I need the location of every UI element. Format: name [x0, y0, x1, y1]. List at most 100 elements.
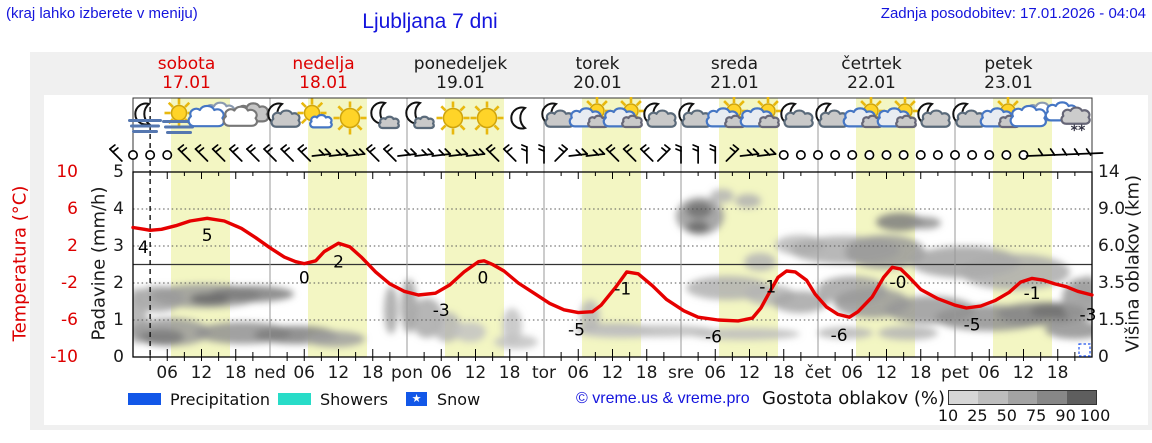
weather-icon-sun-smallcloud	[297, 98, 333, 129]
wind-barb-w	[585, 148, 606, 157]
temp-value-label: -6	[831, 326, 848, 346]
time-label: 12	[1012, 363, 1035, 383]
wind-barb-sw	[502, 144, 517, 162]
wind-barb-calm	[864, 150, 875, 161]
wind-barb-sw	[297, 144, 312, 162]
wind-barb-sw	[605, 144, 620, 162]
temp-tick-label: -10	[50, 347, 78, 367]
colorbar-segment	[1066, 391, 1097, 404]
wind-barb-calm	[881, 150, 892, 161]
credit-link[interactable]: © vreme.us & vreme.pro	[576, 390, 750, 407]
temp-tick-label: 6	[67, 199, 78, 219]
colorbar-tick-label: 10	[937, 406, 959, 425]
day-name-torek: torek	[575, 54, 620, 74]
cloud-height-tick-label: 3.5	[1098, 273, 1126, 293]
weather-icon-moon-cloud	[267, 102, 301, 128]
precip-tick-label: 0	[113, 347, 124, 367]
wind-barb-sw	[365, 144, 380, 162]
temp-value-label: -3	[433, 301, 450, 321]
precipitation-swatch	[128, 393, 161, 405]
cloud-density-legend-label: Gostota oblakov (%)	[762, 388, 946, 409]
weather-icon-moon-smallcloud	[370, 101, 400, 130]
wind-barb-sw	[177, 144, 192, 162]
colorbar-segment	[949, 391, 979, 404]
cloud-density-colorbar	[948, 390, 1097, 405]
wind-barb-ne	[554, 144, 568, 162]
temperature-curve: 4 5 0 2 -3 0 -5 -1 -6 -1 -6 -0 -5 -1 -3	[131, 216, 1096, 348]
time-label: 12	[190, 363, 213, 383]
temp-tick-label: 2	[67, 236, 78, 256]
wind-barb-sw	[622, 144, 637, 162]
weather-icon-sun-cloud	[876, 97, 919, 129]
time-label: 18	[635, 363, 658, 383]
gridlines	[132, 97, 1093, 361]
weather-icon-fog-moon	[128, 102, 162, 133]
temp-value-label: -6	[705, 328, 722, 348]
temperature-line	[131, 216, 1094, 323]
weather-icon-moon-cloud	[780, 102, 814, 128]
day-date-21.01: 21.01	[710, 73, 759, 93]
day-abbrev-label: sre	[668, 363, 694, 383]
colorbar-segment	[1007, 391, 1038, 404]
time-label: 06	[430, 363, 452, 383]
weather-icon-sun-cloud	[602, 97, 645, 129]
wind-barb-ne	[657, 144, 671, 162]
day-name-nedelja: nedelja	[292, 54, 355, 74]
wind-barb-calm	[1001, 150, 1012, 161]
day-abbrev-label: pon	[391, 363, 423, 383]
temp-value-label: -5	[964, 316, 981, 336]
wind-barb-calm	[778, 150, 789, 161]
cloud-height-tick-label: 14	[1098, 162, 1120, 182]
precip-tick-label: 4	[113, 199, 124, 219]
wind-barb-sw	[194, 144, 209, 162]
wind-barb-sw	[263, 144, 277, 162]
wind-barb-calm	[984, 150, 995, 161]
wind-barb-n	[709, 144, 717, 164]
snow-swatch: ★	[406, 392, 427, 406]
day-abbrev-label: tor	[531, 363, 557, 383]
wind-barb-calm	[967, 150, 978, 161]
wind-barb-w	[448, 148, 469, 157]
temp-value-label: -1	[1024, 284, 1041, 304]
time-label: 06	[567, 363, 589, 383]
colorbar-tick-label: 25	[967, 406, 988, 425]
wind-barb-calm	[145, 150, 156, 161]
wind-barb-w	[414, 148, 434, 157]
temp-tick-label: 10	[56, 162, 78, 182]
wind-barb-calm	[847, 150, 858, 161]
time-label: 12	[327, 363, 350, 383]
wind-barb-calm	[830, 150, 841, 161]
wind-barb-w	[568, 148, 589, 157]
day-abbrev-label: ned	[253, 363, 287, 383]
weather-icon-sun	[333, 101, 367, 135]
wind-barb-sw	[246, 144, 260, 162]
day-name-sreda: sreda	[710, 54, 759, 74]
wind-barbs-row	[109, 144, 1104, 164]
time-label: 18	[909, 363, 932, 383]
colorbar-tick-label: 100	[1079, 406, 1111, 425]
time-label: 12	[601, 363, 624, 383]
time-label: 06	[293, 363, 315, 383]
colorbar-segment	[1037, 391, 1067, 404]
snow-legend-label: Snow	[437, 390, 481, 409]
colorbar-tick-label: 50	[996, 406, 1017, 425]
wind-barb-ne	[725, 144, 740, 162]
wind-barb-sw	[280, 144, 294, 162]
wind-barb-sw	[228, 144, 243, 162]
day-date-17.01: 17.01	[162, 73, 211, 93]
precipitation-legend-label: Precipitation	[170, 390, 271, 409]
temp-value-label: -5	[568, 320, 585, 340]
day-name-ponedeljek: ponedeljek	[413, 54, 508, 74]
day-abbrev-label: pet	[941, 363, 969, 383]
wind-barb-w	[345, 148, 366, 157]
weather-icon-sun	[436, 101, 470, 135]
wind-barb-calm	[795, 150, 806, 161]
wind-barb-calm	[898, 150, 909, 161]
wind-barb-sw	[485, 144, 500, 162]
wind-barb-calm	[128, 150, 139, 161]
colorbar-tick-label: 90	[1055, 406, 1076, 425]
menu-hint-text: (kraj lahko izberete v meniju)	[6, 5, 198, 22]
time-label: 12	[875, 363, 898, 383]
